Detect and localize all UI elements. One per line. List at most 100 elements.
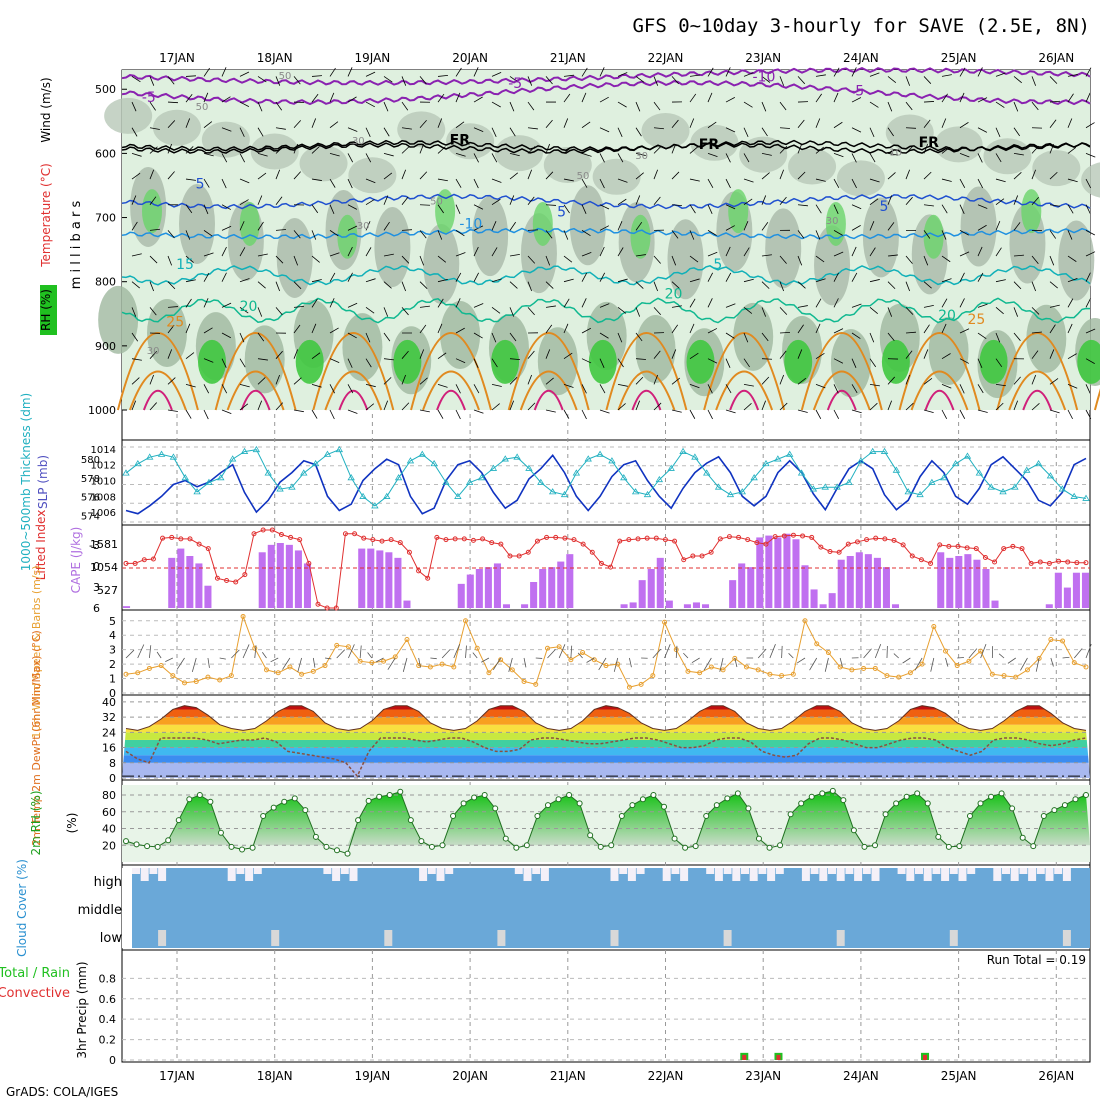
wind-barb	[617, 358, 624, 368]
thickness-tick: 576	[81, 493, 100, 504]
li-point	[1046, 560, 1052, 566]
li-point	[187, 536, 193, 542]
wind-barb	[527, 350, 535, 359]
contour-freezing	[121, 139, 1091, 152]
rh-shade	[836, 160, 885, 197]
precip-tick: 0.6	[99, 993, 117, 1006]
wind-barb	[1031, 76, 1037, 86]
wind-barb	[419, 230, 427, 239]
wind-barb	[293, 171, 301, 180]
date-label-top: 19JAN	[355, 51, 391, 65]
contour-label: 50	[196, 102, 209, 113]
cape-bar	[186, 556, 194, 608]
rh-shade	[765, 208, 802, 289]
li-point	[672, 538, 678, 544]
cape-bar	[557, 561, 565, 608]
li-point	[1056, 558, 1062, 564]
wind-barb	[365, 247, 372, 257]
wind-barb	[941, 278, 952, 283]
thickness-point	[631, 488, 640, 495]
rh-point	[745, 805, 752, 812]
wind-barb	[851, 332, 861, 339]
thickness-point	[904, 488, 912, 495]
wind-barb	[1031, 307, 1040, 315]
cape-bar	[747, 567, 755, 608]
li-point	[1074, 560, 1080, 566]
wind10m-barb	[629, 657, 632, 668]
wind-barb	[617, 221, 623, 231]
cape-bar	[367, 548, 375, 608]
wind-barb	[1085, 272, 1091, 282]
wind-barb	[437, 118, 443, 128]
wind-barb	[347, 178, 353, 189]
wind-barb	[815, 255, 825, 263]
wind-barb	[419, 377, 428, 385]
wind-barb	[563, 204, 570, 214]
wind10m-point	[451, 664, 457, 670]
thickness-point	[465, 478, 474, 485]
wind-barb	[275, 402, 284, 411]
wind-barb	[941, 118, 947, 128]
wind-barb	[1085, 298, 1091, 308]
wind-barb	[1013, 222, 1021, 231]
wind10m-point	[954, 663, 960, 669]
wind-barb	[185, 255, 194, 263]
wind-barb	[455, 358, 466, 364]
li-point	[388, 537, 394, 543]
rh-point	[703, 812, 710, 819]
wind-barb	[635, 76, 645, 83]
cape-bar	[991, 600, 999, 608]
wind-barb	[869, 153, 876, 163]
wind-barb	[923, 281, 932, 289]
thickness-point	[300, 469, 308, 476]
li-point	[507, 553, 513, 559]
thickness-point	[916, 490, 924, 498]
wind-barb	[311, 323, 317, 334]
wind-barb	[491, 383, 502, 387]
li-point	[288, 534, 294, 540]
cloud-high-cell	[662, 868, 671, 881]
li-point	[900, 542, 906, 548]
wind-barb	[1013, 400, 1018, 411]
rh-point	[713, 802, 720, 809]
wind10m-barb	[586, 657, 595, 663]
wind-barb	[329, 230, 339, 237]
date-label-bottom: 19JAN	[355, 1069, 391, 1083]
wind-barb	[617, 247, 624, 257]
wind-barb	[815, 118, 821, 128]
wind10m-point	[966, 658, 972, 664]
wind-barb	[1049, 304, 1060, 308]
wind10m-point	[931, 624, 937, 630]
contour-label: 15	[176, 257, 194, 273]
wind-barb	[131, 153, 142, 157]
wind-barb	[797, 119, 805, 128]
rh-shade	[537, 327, 578, 396]
wind-barb	[437, 204, 444, 214]
contour-35	[142, 389, 173, 411]
wind-barb	[905, 281, 911, 292]
wind-barb	[743, 198, 753, 206]
wind-barb	[491, 221, 497, 231]
wind-barb	[689, 178, 700, 182]
contour-15	[121, 264, 1091, 286]
cloud-high-cell	[680, 868, 689, 881]
rh-point	[966, 812, 973, 819]
wind-barb	[365, 307, 375, 314]
wind-barb	[581, 67, 588, 77]
rh-point	[428, 843, 435, 850]
wind10m-barb	[441, 649, 451, 659]
wind10m-point	[439, 661, 445, 667]
wind-barb	[491, 332, 497, 343]
cape-bar	[738, 563, 746, 608]
li-point	[205, 546, 211, 552]
wind-barb	[221, 409, 232, 415]
wind-barb	[437, 323, 443, 334]
run-total-label: Run Total = 0.19	[987, 953, 1086, 967]
wind-barb	[455, 121, 465, 129]
wind10m-point	[381, 658, 387, 664]
wind-barb	[941, 230, 947, 240]
wind-barb	[491, 71, 502, 77]
cloud-axis-label: Cloud Cover (%)	[15, 859, 29, 957]
temp-tick: 32	[102, 711, 116, 724]
